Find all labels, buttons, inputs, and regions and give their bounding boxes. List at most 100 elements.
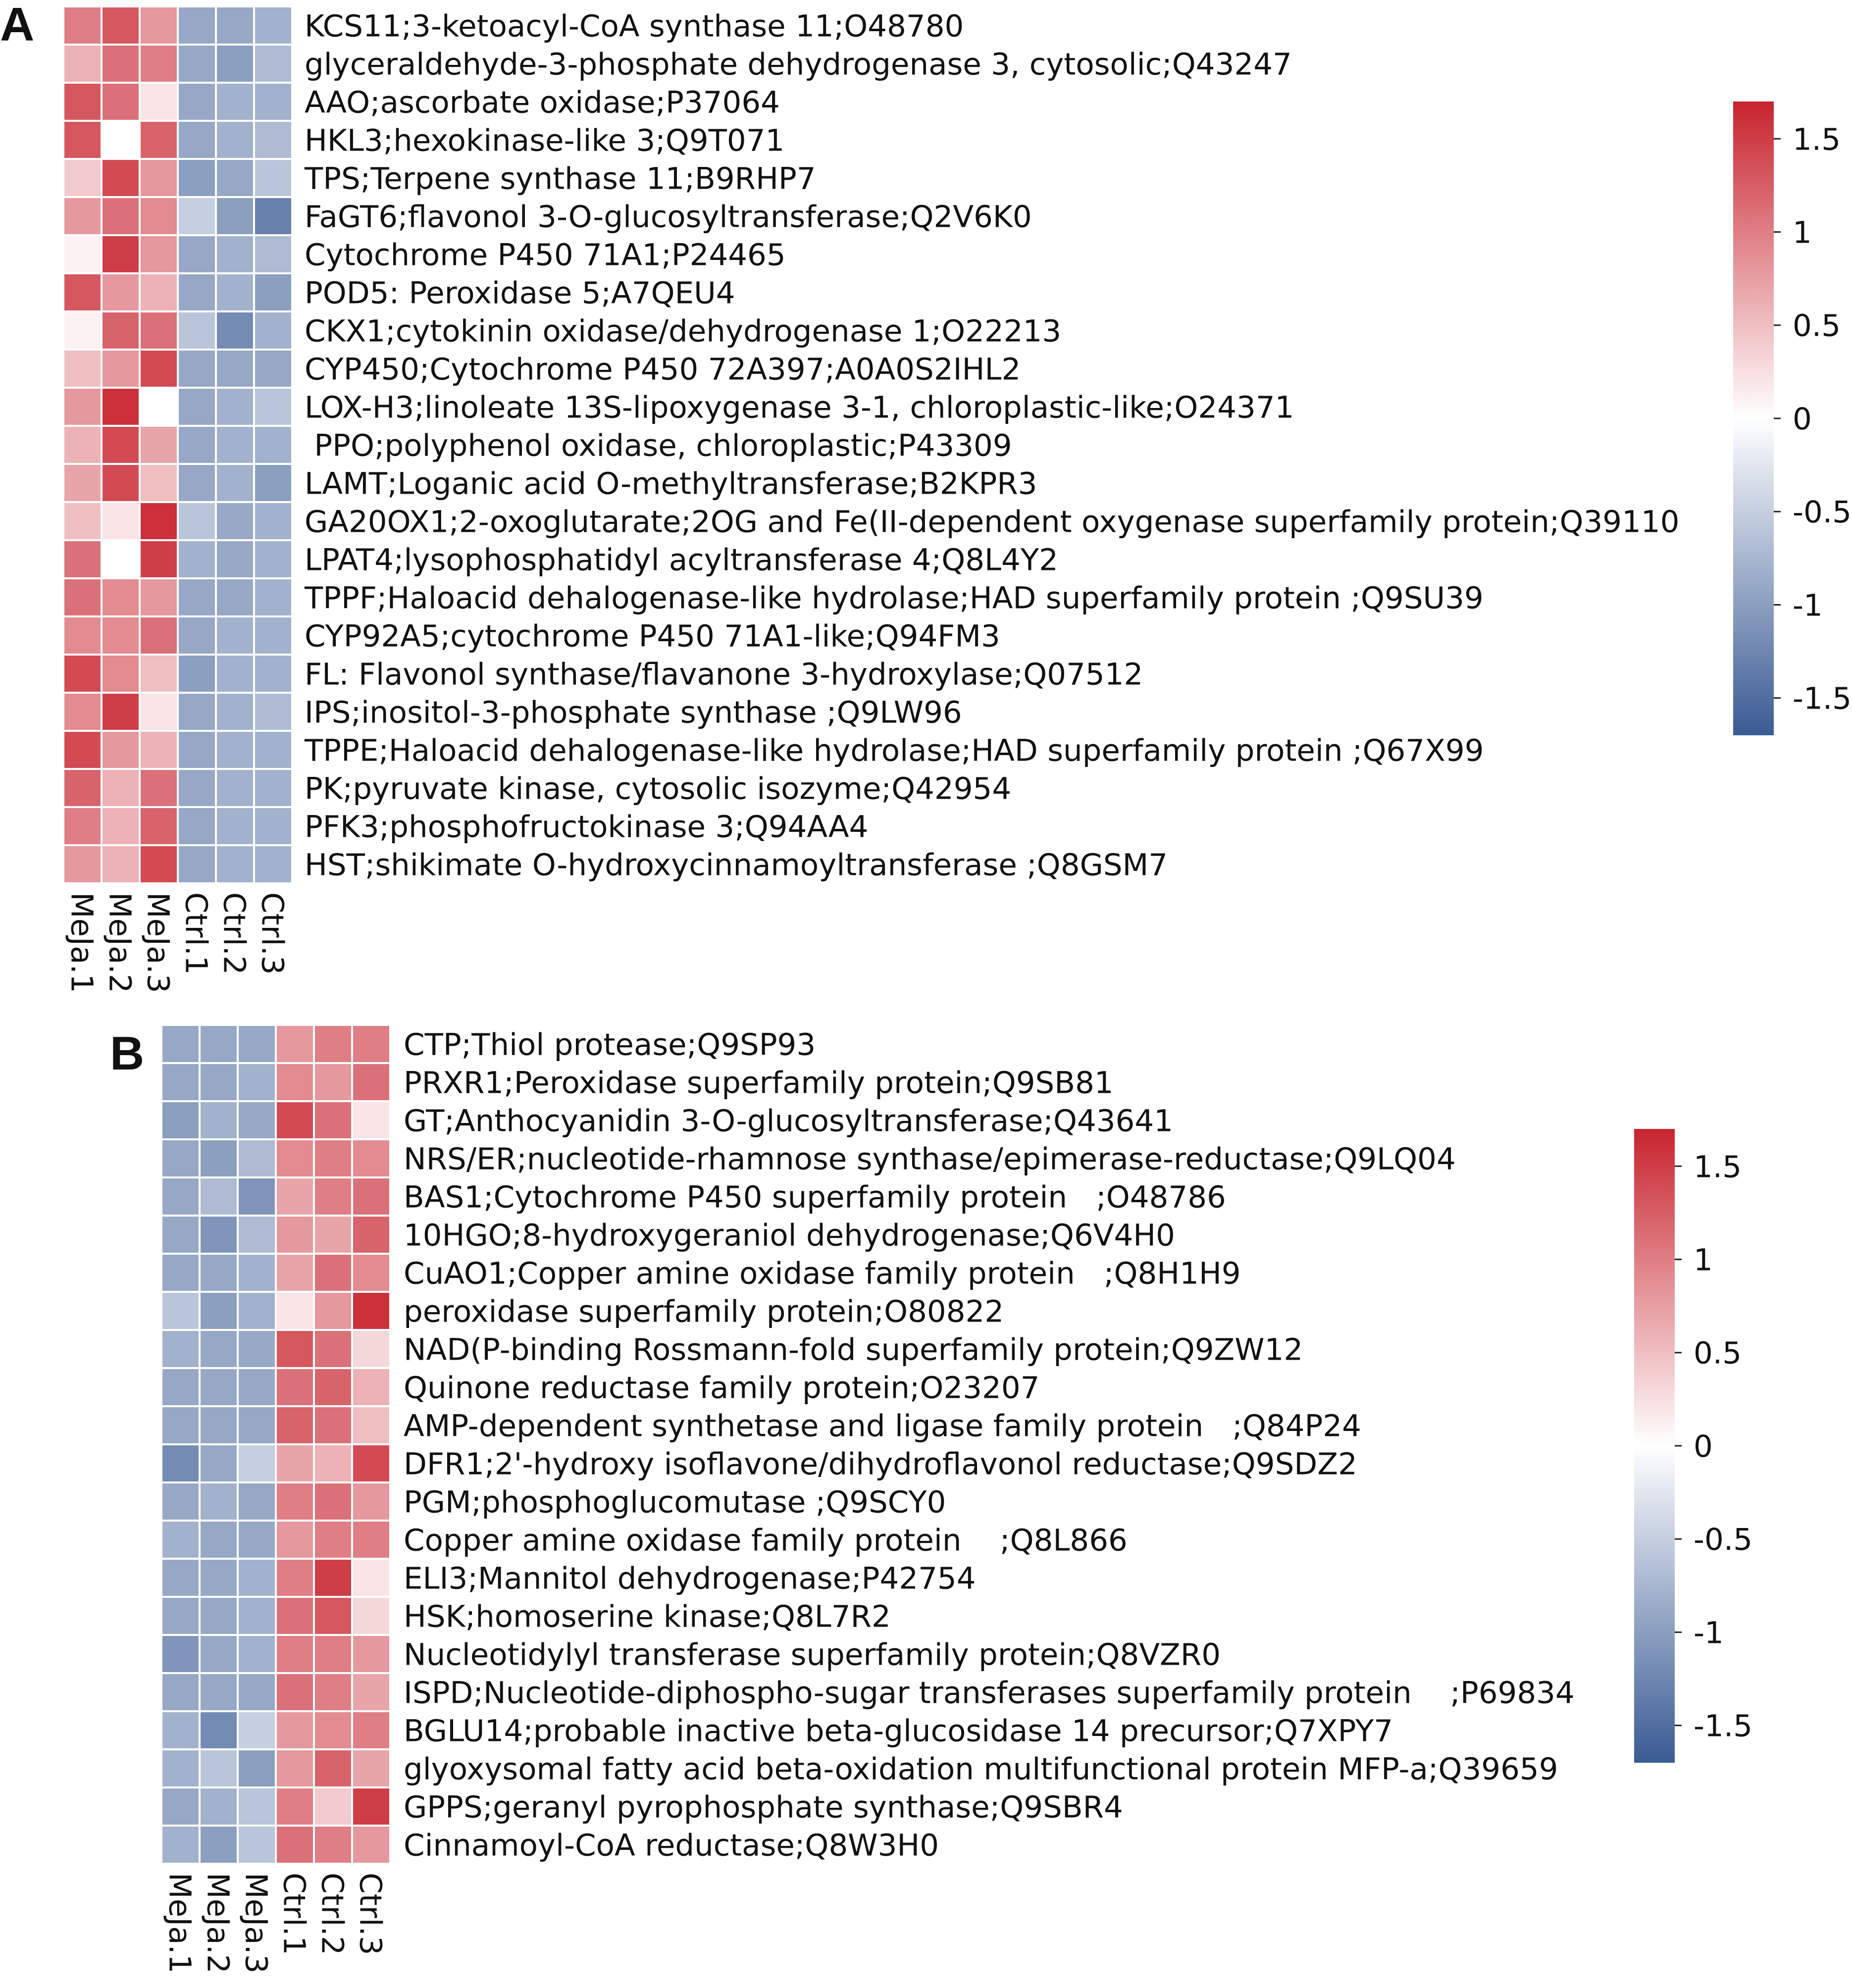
legend-gradient-bar <box>1634 1129 1675 1763</box>
heatmap-b-cell-r7-c1 <box>199 1291 239 1331</box>
heatmap-a-cell-r15-c1 <box>101 577 141 617</box>
heatmap-b-cell-r12-c4 <box>313 1481 353 1522</box>
heatmap-b-cell-r4-c1 <box>199 1176 239 1217</box>
heatmap-a-cell-r16-c0 <box>62 615 103 656</box>
color-legend-a: 1.5 1 0.5 0 -0.5 -1 -1.5 <box>1733 102 1852 735</box>
heatmap-a-row-label: HKL3;hexokinase-like 3;Q9T071 <box>305 123 784 158</box>
heatmap-b-cell-r19-c1 <box>199 1748 239 1788</box>
heatmap-a-cell-r7-c2 <box>139 272 179 312</box>
heatmap-b-cell-r18-c0 <box>160 1710 201 1750</box>
heatmap-b-column-label: MeJa.1 <box>162 1873 198 1974</box>
heatmap-b-cell-r11-c5 <box>351 1443 391 1483</box>
heatmap-b-cell-r7-c0 <box>160 1291 201 1331</box>
heatmap-b-cell-r15-c2 <box>237 1596 277 1636</box>
heatmap-a-cell-r16-c2 <box>139 615 179 656</box>
heatmap-a-cell-r11-c5 <box>253 425 293 465</box>
heatmap-a-cell-r22-c5 <box>253 844 293 884</box>
heatmap-a-cell-r18-c2 <box>139 692 179 732</box>
heatmap-a-row-label: PK;pyruvate kinase, cytosolic isozyme;Q4… <box>305 771 1011 806</box>
heatmap-a-cell-r0-c4 <box>215 5 255 46</box>
heatmap-b-cell-r10-c1 <box>199 1405 239 1445</box>
heatmap-b-cell-r6-c2 <box>237 1253 277 1293</box>
heatmap-b-cell-r4-c5 <box>351 1176 391 1217</box>
heatmap-b-cell-r20-c4 <box>313 1786 353 1827</box>
heatmap-a-column-label: Ctrl.1 <box>179 892 214 975</box>
legend-tick-label: 0.5 <box>1694 1336 1742 1371</box>
heatmap-b-cell-r8-c1 <box>199 1329 239 1369</box>
heatmap-a-cell-r9-c5 <box>253 349 293 389</box>
heatmap-a-cell-r2-c1 <box>101 82 141 122</box>
legend-tick-label: 0.5 <box>1793 308 1841 344</box>
legend-tick-label: -1.5 <box>1694 1709 1752 1744</box>
heatmap-b-cell-r13-c0 <box>160 1520 201 1560</box>
heatmap-b-cell-r5-c1 <box>199 1215 239 1255</box>
legend-tick-label: -1.5 <box>1793 681 1852 716</box>
heatmap-a-cell-r11-c1 <box>101 425 141 465</box>
heatmap-b-column-label: MeJa.3 <box>239 1873 274 1974</box>
heatmap-a-cell-r17-c5 <box>253 654 293 694</box>
heatmap-b-cell-r19-c4 <box>313 1748 353 1788</box>
heatmap-panel-b: B CTP;Thiol protease;Q9SP93PRXR1;Peroxida… <box>110 1024 1752 1974</box>
heatmap-a-row-label: AAO;ascorbate oxidase;P37064 <box>305 85 780 120</box>
heatmap-b-cell-r1-c4 <box>313 1062 353 1102</box>
legend-tick-label: 1.5 <box>1793 122 1841 157</box>
heatmap-a-cell-r12-c4 <box>215 463 255 503</box>
heatmap-b-column-label: MeJa.2 <box>201 1873 236 1974</box>
heatmap-a-cell-r11-c0 <box>62 425 103 465</box>
heatmap-a-cell-r3-c2 <box>139 120 179 160</box>
heatmap-b-cell-r10-c0 <box>160 1405 201 1445</box>
heatmap-a-cell-r0-c0 <box>62 5 103 46</box>
heatmap-b-cell-r12-c0 <box>160 1481 201 1522</box>
heatmap-a-column-label: MeJa.2 <box>103 892 138 993</box>
heatmap-a-cell-r10-c1 <box>101 387 141 427</box>
heatmap-a-cell-r1-c2 <box>139 44 179 84</box>
heatmap-a-cell-r21-c1 <box>101 806 141 846</box>
heatmap-a-cell-r13-c2 <box>139 501 179 541</box>
heatmap-a-cell-r0-c1 <box>101 5 141 46</box>
heatmap-a-column-label: MeJa.1 <box>64 892 100 993</box>
heatmap-b-cell-r11-c1 <box>199 1443 239 1483</box>
heatmap-b-cell-r15-c5 <box>351 1596 391 1636</box>
heatmap-b-cell-r17-c1 <box>199 1672 239 1712</box>
heatmap-a-row-label: CYP92A5;cytochrome P450 71A1-like;Q94FM3 <box>305 618 1000 654</box>
heatmap-b-row-label: Quinone reductase family protein;O23207 <box>404 1370 1040 1405</box>
heatmap-a-cell-r17-c2 <box>139 654 179 694</box>
heatmap-b-cell-r12-c2 <box>237 1481 277 1522</box>
heatmap-a-cell-r0-c3 <box>177 5 217 46</box>
heatmap-a-cell-r13-c1 <box>101 501 141 541</box>
heatmap-b-cell-r2-c1 <box>199 1100 239 1140</box>
heatmap-b-row-label: CTP;Thiol protease;Q9SP93 <box>404 1027 816 1062</box>
heatmap-b-cell-r16-c4 <box>313 1634 353 1674</box>
heatmap-a-cell-r2-c5 <box>253 82 293 122</box>
heatmap-a-column-label: MeJa.3 <box>141 892 176 993</box>
heatmap-a-cell-r15-c2 <box>139 577 179 617</box>
heatmap-a-row-label: TPPE;Haloacid dehalogenase-like hydrolas… <box>304 733 1484 768</box>
heatmap-a-cell-r9-c1 <box>101 349 141 389</box>
heatmap-b-row-label: BAS1;Cytochrome P450 superfamily protein… <box>404 1179 1226 1215</box>
heatmap-b-cell-r2-c2 <box>237 1100 277 1140</box>
heatmap-b-cell-r8-c4 <box>313 1329 353 1369</box>
heatmap-a-cell-r21-c0 <box>62 806 103 846</box>
heatmap-a-cell-r11-c3 <box>177 425 217 465</box>
heatmap-a-cell-r18-c3 <box>177 692 217 732</box>
heatmap-a-cell-r5-c4 <box>215 196 255 236</box>
heatmap-a-cell-r19-c0 <box>62 730 103 770</box>
heatmap-b-cell-r20-c2 <box>237 1786 277 1827</box>
heatmap-a-cell-r10-c0 <box>62 387 103 427</box>
heatmap-b-cell-r17-c0 <box>160 1672 201 1712</box>
heatmap-a-row-label: POD5: Peroxidase 5;A7QEU4 <box>305 275 735 310</box>
heatmap-a-row-label: TPPF;Haloacid dehalogenase-like hydrolas… <box>304 580 1484 615</box>
heatmap-b-cell-r6-c0 <box>160 1253 201 1293</box>
heatmap-a-cell-r15-c5 <box>253 577 293 617</box>
heatmap-a-cell-r3-c5 <box>253 120 293 160</box>
heatmap-a-cell-r13-c3 <box>177 501 217 541</box>
heatmap-a-cell-r15-c3 <box>177 577 217 617</box>
heatmap-b-row-label: GPPS;geranyl pyrophosphate synthase;Q9SB… <box>404 1789 1123 1825</box>
heatmap-a-cell-r15-c4 <box>215 577 255 617</box>
heatmap-b-cell-r14-c5 <box>351 1558 391 1598</box>
heatmap-b-cell-r13-c4 <box>313 1520 353 1560</box>
heatmap-a-cell-r1-c0 <box>62 44 103 84</box>
heatmap-b-cell-r0-c3 <box>275 1024 315 1064</box>
heatmap-b-cell-r2-c3 <box>275 1100 315 1140</box>
heatmap-b-column-label: Ctrl.2 <box>315 1873 350 1955</box>
